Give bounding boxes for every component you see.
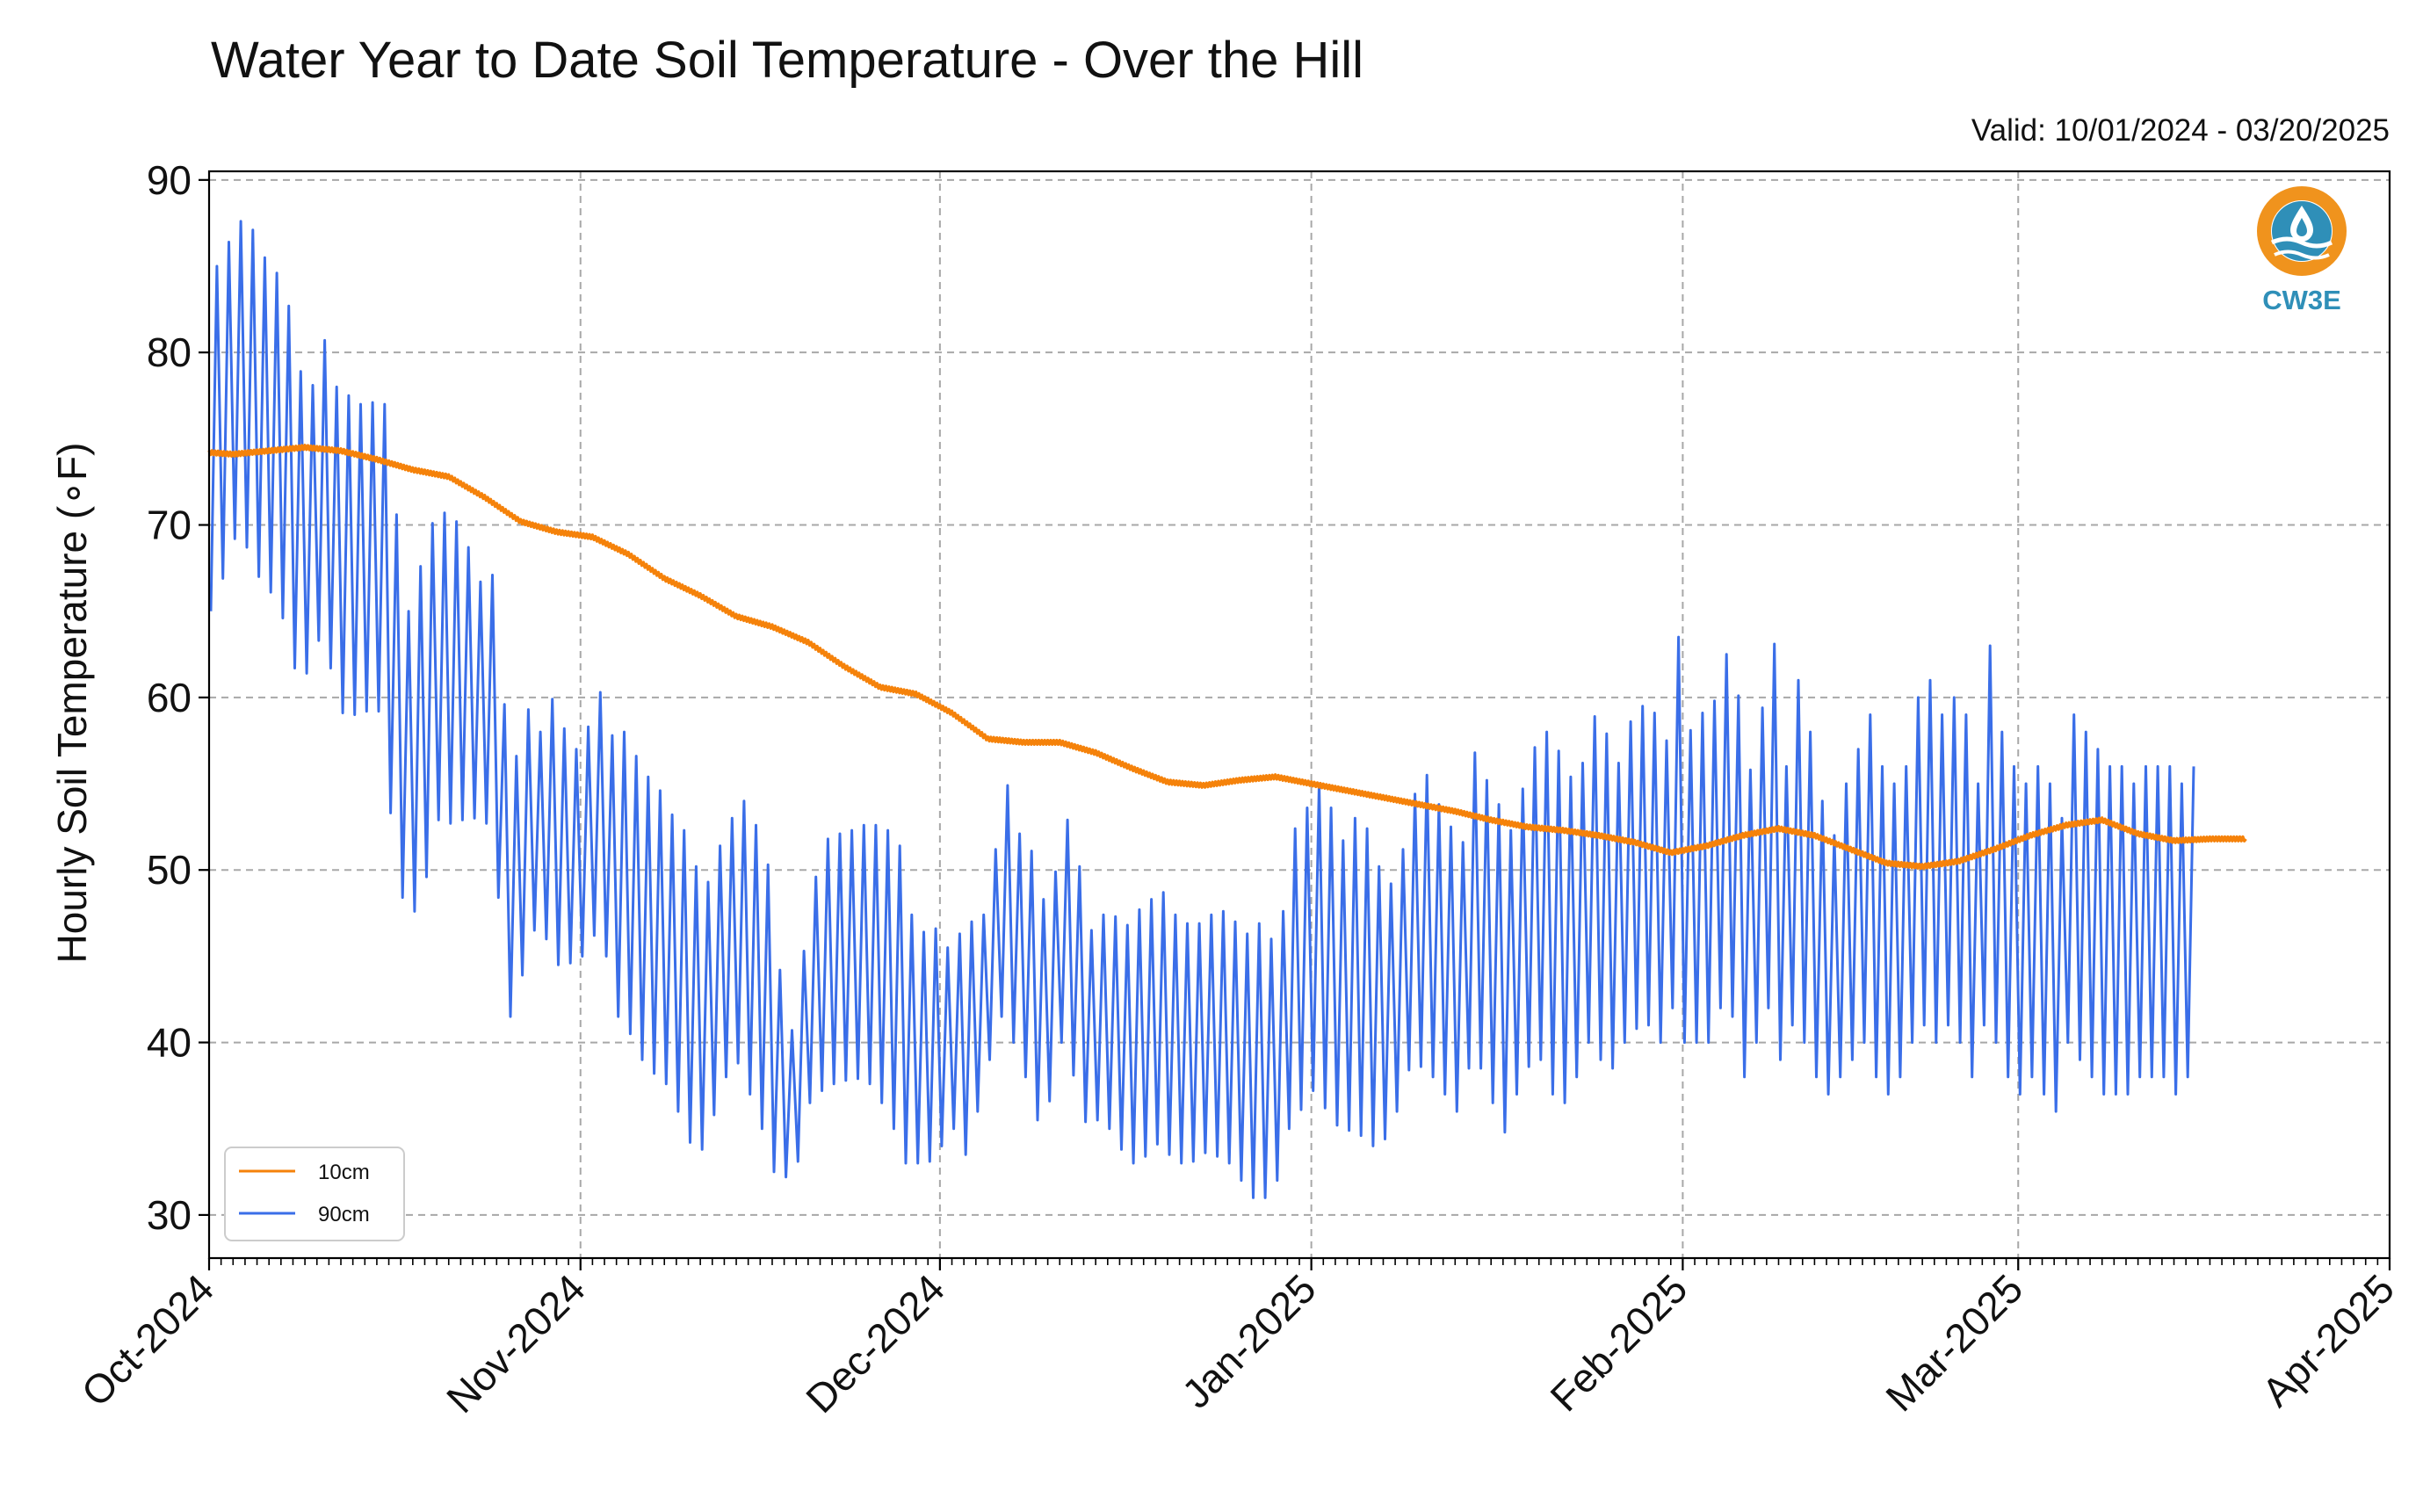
series-lines — [207, 220, 2247, 1199]
x-tick-label-Oct-2024: Oct-2024 — [73, 1265, 223, 1415]
y-tick-label-90: 90 — [147, 157, 192, 203]
x-tick-label-Apr-2025: Apr-2025 — [2253, 1265, 2403, 1415]
axes: 30 40 50 60 70 80 90 Oct-2024 Nov-2024 Dec-2024 Ja… — [73, 157, 2404, 1422]
y-tick-label-40: 40 — [147, 1020, 192, 1066]
logo-wave — [2270, 236, 2333, 249]
series-line-90cm — [209, 220, 2195, 1199]
y-tick-label-60: 60 — [147, 675, 192, 720]
x-tick-label-Mar-2025: Mar-2025 — [1877, 1265, 2031, 1420]
x-tick-label-Dec-2024: Dec-2024 — [797, 1265, 953, 1422]
x-tick-label-Feb-2025: Feb-2025 — [1541, 1265, 1696, 1420]
chart-subtitle-valid-range: Valid: 10/01/2024 - 03/20/2025 — [1971, 113, 2390, 148]
y-tick-label-70: 70 — [147, 503, 192, 548]
legend-box — [224, 1147, 405, 1241]
legend-label-10cm: 10cm — [318, 1161, 370, 1184]
plot-frame — [207, 170, 2391, 1260]
y-axis-label: Hourly Soil Temperature (∘F) — [49, 443, 95, 964]
y-tick-label-30: 30 — [147, 1192, 192, 1238]
grid-lines — [208, 171, 2390, 1258]
legend-label-90cm: 90cm — [318, 1203, 370, 1226]
logo-text: CW3E — [2262, 285, 2341, 315]
y-tick-label-50: 50 — [147, 847, 192, 893]
cw3e-logo: CW3E — [2257, 186, 2347, 315]
x-tick-label-Jan-2025: Jan-2025 — [1173, 1265, 1324, 1416]
chart-title: Water Year to Date Soil Temperature - Ov… — [211, 32, 1363, 89]
legend: 10cm 90cm — [224, 1147, 405, 1241]
logo-ring — [2257, 186, 2347, 276]
logo-drop-flame — [2296, 218, 2307, 236]
x-tick-label-Nov-2024: Nov-2024 — [438, 1265, 594, 1422]
series-line-10cm — [207, 444, 2247, 871]
y-tick-label-80: 80 — [147, 329, 192, 375]
logo-wave-lower — [2274, 250, 2330, 260]
